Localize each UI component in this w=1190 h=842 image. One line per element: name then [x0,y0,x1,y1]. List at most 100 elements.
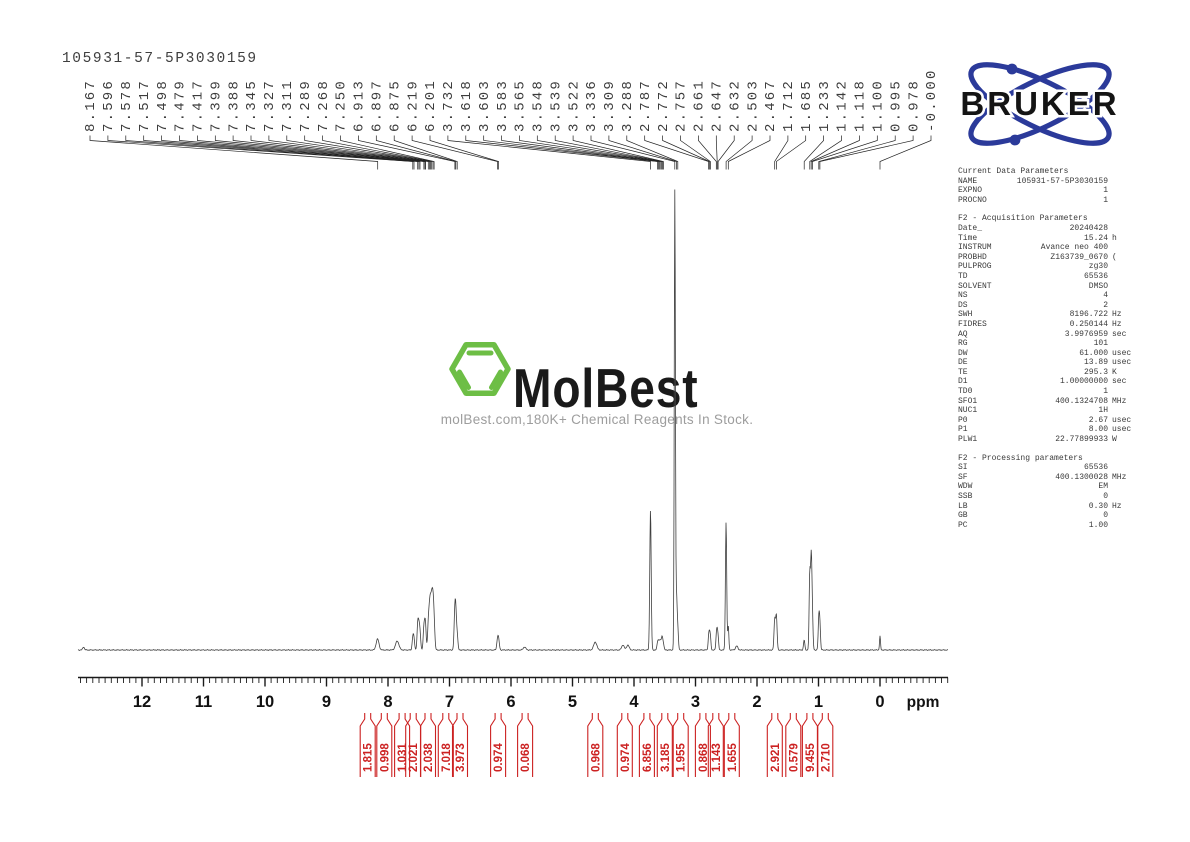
parameter-value: DMSO [1088,281,1108,291]
integral-value-label: 0.998 [379,743,391,772]
molbest-watermark: MolBest molBest.com,180K+ Chemical Reage… [441,342,753,427]
parameter-unit: Hz [1112,310,1122,320]
parameter-value: 8196.722 [1069,310,1108,320]
parameter-key: PULPROG [958,262,992,272]
integral-bracket-left [638,713,645,777]
peak-shift-label: 7.345 [244,79,260,132]
integral-marker: 2.921 [766,713,783,777]
parameter-value: 1 [1103,186,1108,196]
integral-marker: 2.038 [419,713,437,777]
parameter-unit: usec [1112,358,1132,368]
parameter-row: P1 8.00 usec [958,425,1138,435]
integral-value-label: 7.018 [441,743,453,772]
parameter-unit: W [1112,435,1117,445]
peak-connector-line [572,135,664,170]
integral-value-label: 1.655 [727,743,739,772]
parameter-unit: usec [1112,425,1132,435]
parameter-key: Time [958,233,978,243]
parameter-unit [1108,196,1138,206]
parameter-key: PROBHD [958,252,987,262]
peak-connector-line [809,135,842,170]
integral-bracket-left [587,713,593,777]
parameter-value: Z163739_0670 [1050,252,1108,262]
parameter-key: INSTRUM [958,243,992,253]
peak-connector-line [483,135,659,170]
parameter-key: D1 [958,377,968,387]
parameter-key: NUC1 [958,406,978,416]
integral-bracket-left [672,713,679,777]
spectrum-trace-line [77,189,949,651]
parameter-row: FIDRES 0.250144 Hz [958,320,1138,330]
parameter-key: Date_ [958,223,983,233]
integral-value-label: 9.455 [805,743,817,772]
parameter-key: P1 [958,425,968,435]
parameter-value: 2 [1103,300,1108,310]
peak-shift-label: 2.632 [727,79,743,132]
peak-connector-line [776,135,807,170]
parameter-unit [1108,177,1138,187]
integral-value-label: 2.038 [423,743,435,772]
parameter-row: Time 15.24 h [958,234,1138,244]
parameter-value: 13.89 [1083,358,1108,368]
integral-bracket-left [785,713,791,777]
integral-value-label: 0.974 [620,743,632,772]
peak-connector-line [810,135,860,170]
parameter-key: PC [958,520,968,530]
x-axis-tick-label: 1 [814,693,823,711]
peak-connector-line [447,135,651,170]
x-axis-tick-label: 7 [445,693,454,711]
parameter-unit: usec [1112,348,1132,358]
peak-shift-label: 3.732 [441,79,457,132]
peak-connector-line [644,135,709,170]
peak-connector-line [429,135,499,170]
peak-shift-label: 7.517 [137,79,153,132]
peak-connector-line [698,135,717,170]
parameter-key: TD0 [958,387,973,397]
parameter-unit [1108,339,1138,349]
peak-shift-label: 0.978 [906,79,922,132]
integral-marker: 0.974 [616,713,633,777]
peak-connector-line [774,135,789,170]
integral-marker: 1.955 [672,713,689,777]
parameter-value: 20240428 [1069,223,1108,233]
integral-value-label: 2.710 [820,743,832,772]
parameter-unit [1108,492,1138,502]
peak-connector-line [727,135,771,170]
parameter-value: 22.77899933 [1055,435,1108,445]
x-axis-tick-label: 0 [875,693,884,711]
parameter-key: SI [958,463,968,473]
acquisition-parameters-panel: Current Data Parameters NAME 105931-57-5P3… [958,167,1138,530]
parameter-row: D1 1.00000000 sec [958,377,1138,387]
peak-shift-label: 3.548 [531,79,547,132]
peak-shift-label: 7.498 [155,79,171,132]
integral-value-label: 0.579 [788,743,800,772]
peak-connector-line [662,135,710,170]
parameter-unit [1108,482,1138,492]
integral-value-label: 1.815 [363,743,375,772]
parameter-section-header: F2 - Processing parameters [958,453,1083,463]
parameter-key: RG [958,339,968,349]
peak-shift-label: 1.712 [781,79,797,132]
parameter-value: 1.00000000 [1059,377,1108,387]
peak-shift-label: -0.000 [924,68,940,132]
parameter-row: AQ 3.9976959 sec [958,330,1138,340]
x-axis-tick-label: 4 [629,693,639,711]
integral-value-label: 2.921 [770,743,782,772]
x-axis-tick-label: 11 [195,693,212,711]
integral-bracket-right [795,713,802,777]
peak-shift-label: 7.388 [226,79,242,132]
integral-bracket-right [827,713,834,777]
peak-connector-line [715,135,718,170]
integral-bracket-right [649,713,655,777]
parameter-row: DW 61.000 usec [958,349,1138,359]
peak-shift-label: 7.327 [262,79,278,132]
parameter-value: 0 [1103,511,1108,521]
peak-shift-label: 3.309 [602,79,618,132]
x-axis-tick-label: 6 [506,693,515,711]
integral-value-label: 2.021 [408,743,420,772]
peak-connector-line [411,135,498,170]
integral-value-label: 3.973 [455,743,467,772]
peak-connector-line [340,135,435,170]
parameter-row: TD 65536 [958,272,1138,282]
peak-shift-labels: 8.167 7.596 7.578 7.517 7.498 7.479 7.417 7.399… [83,68,940,132]
